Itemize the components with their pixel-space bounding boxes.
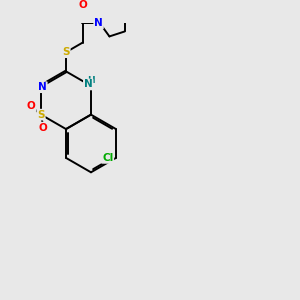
Text: S: S bbox=[37, 110, 45, 120]
Text: O: O bbox=[39, 123, 48, 133]
Text: N: N bbox=[38, 82, 47, 92]
Text: H: H bbox=[87, 76, 95, 85]
Text: N: N bbox=[84, 80, 93, 89]
Text: N: N bbox=[94, 18, 103, 28]
Text: S: S bbox=[62, 47, 70, 57]
Text: O: O bbox=[27, 101, 35, 111]
Text: Cl: Cl bbox=[102, 153, 113, 163]
Text: O: O bbox=[78, 0, 87, 10]
